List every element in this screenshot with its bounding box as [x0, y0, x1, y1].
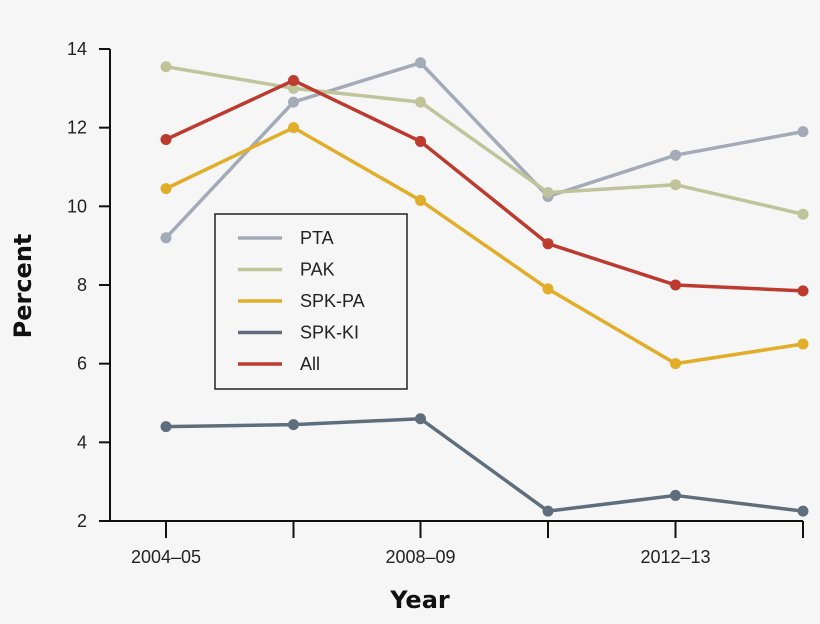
- y-axis-title: Percent: [9, 234, 37, 339]
- series-pak: [160, 61, 809, 220]
- data-point-all: [670, 279, 681, 291]
- series-line-pak: [164, 64, 805, 216]
- y-tick-label: 8: [77, 275, 87, 295]
- data-point-spk-pa: [670, 358, 681, 370]
- series-spk-ki: [160, 413, 809, 517]
- series-all: [160, 74, 809, 297]
- data-point-pta: [670, 149, 681, 161]
- data-point-all: [415, 135, 426, 147]
- data-point-pak: [288, 82, 299, 94]
- data-point-pta: [797, 126, 809, 138]
- data-point-spk-ki: [288, 419, 299, 431]
- series-line-spk-ki: [164, 416, 805, 513]
- data-point-all: [160, 133, 172, 145]
- legend-label-spk-ki: SPK-KI: [300, 323, 359, 343]
- legend: PTA PAK SPK-PA SPK-KI All: [214, 213, 408, 390]
- y-tick-label: 14: [67, 39, 87, 59]
- legend-label-all: All: [300, 354, 320, 374]
- data-point-pta: [415, 57, 426, 69]
- data-point-pta: [160, 232, 172, 244]
- series-line-spk-pa: [164, 125, 805, 366]
- data-point-pak: [542, 187, 554, 199]
- data-point-all: [797, 285, 809, 297]
- data-point-spk-pa: [288, 122, 299, 134]
- y-tick-label: 12: [67, 118, 87, 138]
- series-line-all: [164, 78, 805, 293]
- x-axis-title: Year: [389, 586, 450, 614]
- legend-label-spk-pa: SPK-PA: [300, 291, 365, 311]
- data-point-spk-ki: [415, 413, 426, 425]
- axes: 2 4 6 8 10 12 14 2004–05 2008–09 2012–13: [67, 39, 804, 567]
- data-point-spk-ki: [160, 421, 172, 433]
- legend-label-pak: PAK: [300, 260, 335, 280]
- series-layer: [160, 57, 809, 517]
- data-point-pak: [797, 208, 809, 220]
- y-tick-label: 2: [77, 511, 87, 531]
- data-point-spk-pa: [415, 194, 426, 206]
- data-point-pak: [670, 179, 681, 191]
- data-point-pak: [415, 96, 426, 108]
- data-point-spk-ki: [542, 505, 554, 517]
- data-point-spk-ki: [797, 505, 809, 517]
- x-tick-label: 2012–13: [640, 547, 710, 567]
- data-point-all: [288, 74, 299, 86]
- data-point-spk-pa: [160, 183, 172, 195]
- x-tick-label: 2004–05: [131, 547, 201, 567]
- y-tick-label: 6: [77, 354, 87, 374]
- data-point-spk-ki: [670, 489, 681, 501]
- series-spk-pa: [160, 122, 809, 370]
- y-tick-label: 10: [67, 196, 87, 216]
- data-point-pta: [288, 96, 299, 108]
- data-point-spk-pa: [797, 338, 809, 350]
- y-tick-label: 4: [77, 432, 87, 452]
- x-tick-label: 2008–09: [385, 547, 455, 567]
- series-line-pta: [164, 61, 805, 240]
- legend-label-pta: PTA: [300, 228, 334, 248]
- data-point-spk-pa: [542, 283, 554, 295]
- data-point-all: [542, 238, 554, 250]
- data-point-pak: [160, 61, 172, 73]
